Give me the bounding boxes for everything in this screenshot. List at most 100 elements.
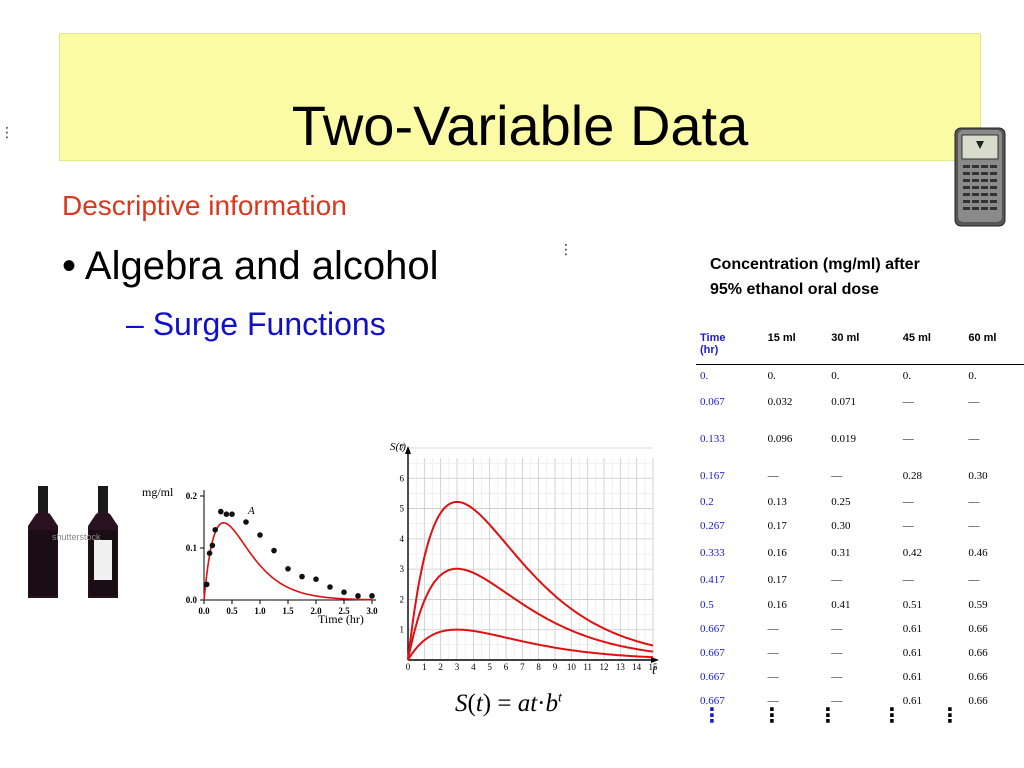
table-cell: 0.61: [902, 694, 923, 707]
formula-lhs: S: [455, 690, 468, 717]
table-cell: 0.167: [700, 469, 725, 482]
table-cell: —: [831, 694, 843, 707]
bac-data-point: [229, 511, 235, 517]
table-row: 0. 0. 0. 0. 0.: [696, 365, 1024, 387]
table-row: 0.167 — — 0.28 0.30: [696, 461, 1024, 491]
bac-x-tick-label: 2.0: [310, 606, 322, 616]
bac-annotation: A: [247, 505, 255, 517]
table-cell: —: [968, 495, 980, 508]
surge-y-tick-label: 1: [400, 625, 405, 635]
surge-y-tick-label: 6: [400, 473, 405, 483]
surge-x-tick-label: 1: [422, 662, 427, 672]
table-title-line2: 95% ethanol oral dose: [710, 281, 879, 298]
formula-b: b: [545, 690, 559, 717]
bac-data-point: [313, 576, 319, 582]
bac-y-tick-label: 0.0: [186, 595, 198, 605]
bac-data-point: [243, 519, 249, 525]
table-row: 0.067 0.032 0.071 — —: [696, 387, 1024, 417]
surge-x-tick-label: 10: [567, 662, 577, 672]
surge-x-tick-label: 4: [471, 662, 476, 672]
ellipsis-left: ⋮: [0, 125, 14, 141]
table-cell: 0.667: [700, 670, 725, 683]
surge-x-tick-label: 3: [455, 662, 460, 672]
surge-series-line: [407, 628, 654, 661]
formula-a: a: [517, 690, 531, 717]
table-row: 0.133 0.096 0.019 — —: [696, 417, 1024, 461]
table-row: 0.5 0.16 0.41 0.51 0.59: [696, 593, 1024, 617]
wine-bottle-icon: [28, 486, 58, 598]
table-cell: —: [767, 469, 779, 482]
table-cell: —: [968, 573, 980, 586]
table-cell: 0.41: [831, 598, 851, 611]
table-cell: 0.: [902, 369, 912, 382]
table-cell: 0.019: [831, 432, 856, 445]
bac-ylabel: mg/ml: [142, 485, 174, 499]
table-row: 0.667 — — 0.61 0.66: [696, 665, 1024, 689]
table-cell: 0.66: [968, 646, 988, 659]
surge-x-tick-label: 13: [616, 662, 626, 672]
table-cell: 0.31: [831, 546, 851, 559]
bac-chart: mg/ml Time (hr) A 0.0 0.1 0.2 0.0 0.5 1.0 1.5 2…: [142, 485, 378, 626]
surge-x-tick-label: 11: [583, 662, 592, 672]
bac-data-point: [355, 593, 361, 599]
table-cell: —: [968, 519, 980, 532]
table-cell: 0.417: [700, 573, 725, 586]
surge-x-tick-label: 6: [504, 662, 509, 672]
wine-bottles-image: shutterstock: [28, 486, 118, 598]
table-cell: 0.333: [700, 546, 725, 559]
bullet-main: • Algebra and alcohol: [62, 244, 439, 288]
continuation-dots: ⋮: [882, 703, 902, 727]
table-cell: 0.667: [700, 622, 725, 635]
surge-y-tick-label: 4: [400, 534, 405, 544]
table-cell: 0.42: [902, 546, 923, 559]
bac-data-point: [212, 527, 218, 533]
bac-data-point: [327, 584, 333, 590]
table-cell: 0.667: [700, 646, 725, 659]
table-cell: 0.267: [700, 519, 725, 532]
table-row: 0.417 0.17 — — —: [696, 567, 1024, 593]
bac-data-point: [209, 542, 216, 549]
surge-formula: S(t) = at·bt: [455, 690, 562, 717]
table-cell: 0.: [767, 369, 776, 382]
table-cell: —: [902, 495, 914, 508]
formula-arg: t: [475, 690, 483, 717]
table-cell: 0.59: [968, 598, 988, 611]
table-header-cell: 30 ml: [827, 332, 899, 365]
bac-data-point: [204, 581, 210, 588]
watermark-text: shutterstock: [52, 532, 101, 542]
bac-x-tick-label: 1.0: [254, 606, 266, 616]
surge-x-tick-label: 9: [553, 662, 558, 672]
table-cell: 0.66: [968, 694, 988, 707]
table-row: 0.667 — — 0.61 0.66: [696, 617, 1024, 641]
bac-x-tick-label: 0.0: [198, 606, 210, 616]
surge-series-line: [407, 500, 654, 661]
table-cell: —: [767, 646, 779, 659]
title-banner: Two-Variable Data: [59, 33, 981, 161]
surge-x-tick-label: 15: [649, 662, 659, 672]
bac-data-point: [271, 547, 277, 554]
surge-x-tick-label: 7: [520, 662, 525, 672]
table-cell: 0.25: [831, 495, 851, 508]
table-cell: —: [767, 670, 779, 683]
surge-xlabel: t: [652, 663, 657, 678]
formula-t: t: [530, 690, 538, 717]
table-cell: 0.66: [968, 670, 988, 683]
table-header-cell: Time (hr): [696, 332, 764, 365]
table-cell: —: [831, 573, 843, 586]
table-cell: 0.667: [700, 694, 725, 707]
surge-x-arrow: [651, 657, 659, 663]
bac-xlabel: Time (hr): [318, 612, 364, 626]
surge-y-tick-label: 2: [400, 594, 405, 604]
bullet-sub: – Surge Functions: [126, 306, 386, 342]
bac-data-point: [285, 566, 291, 572]
table-cell: 0.46: [968, 546, 988, 559]
table-cell: —: [902, 395, 914, 408]
table-cell: —: [831, 670, 843, 683]
surge-y-tick-label: 3: [400, 564, 405, 574]
bac-data-point: [223, 511, 230, 517]
continuation-dots: ⋮: [818, 703, 838, 727]
wine-bottle-icon: [88, 486, 118, 598]
table-cell: 0.61: [902, 670, 923, 683]
bac-fit-curve: [203, 521, 373, 601]
table-cell: 0.51: [902, 598, 923, 611]
